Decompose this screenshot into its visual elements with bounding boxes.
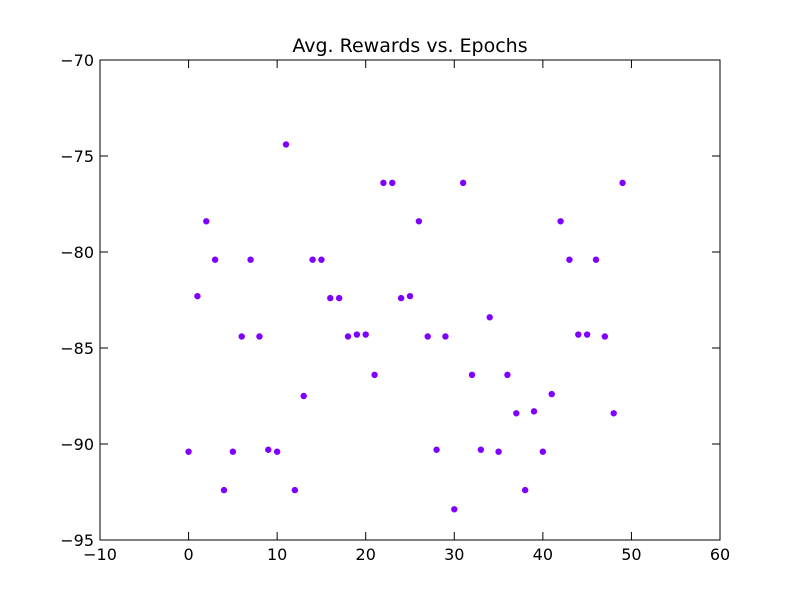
data-point <box>504 371 511 379</box>
x-tick-label: 10 <box>267 545 287 564</box>
data-point <box>495 448 502 455</box>
data-point <box>327 294 334 302</box>
data-point <box>309 256 316 263</box>
data-point <box>371 371 378 379</box>
y-tick-label: −95 <box>60 531 94 550</box>
data-point <box>238 333 245 340</box>
data-point <box>265 446 272 453</box>
data-point <box>282 141 290 148</box>
data-point <box>273 448 281 455</box>
data-point <box>442 333 449 340</box>
data-point <box>610 410 617 417</box>
data-point <box>300 392 307 400</box>
data-points <box>185 141 626 513</box>
data-point <box>459 179 467 187</box>
data-point <box>247 256 254 263</box>
data-point <box>389 179 396 187</box>
data-point <box>619 179 626 187</box>
data-point <box>486 314 493 321</box>
data-point <box>335 294 343 302</box>
data-point <box>583 331 591 338</box>
data-point <box>477 446 485 453</box>
data-point <box>424 333 431 340</box>
chart-title: Avg. Rewards vs. Epochs <box>292 35 527 57</box>
x-tick-label: 60 <box>710 545 730 564</box>
x-tick-label: 0 <box>183 545 193 564</box>
y-axis: −95 −90 −85 −80 −75 −70 <box>60 51 720 550</box>
y-tick-label: −75 <box>60 147 94 166</box>
data-point <box>406 292 414 300</box>
data-point <box>203 218 210 225</box>
data-point <box>601 333 609 340</box>
data-point <box>229 448 237 455</box>
data-point <box>291 486 299 494</box>
data-point <box>344 333 352 340</box>
data-point <box>539 448 547 455</box>
y-tick-label: −85 <box>60 339 94 358</box>
data-point <box>530 408 538 415</box>
data-point <box>256 333 263 340</box>
data-point <box>318 256 325 263</box>
data-point <box>194 292 201 300</box>
data-point <box>468 371 476 379</box>
data-point <box>548 390 555 398</box>
x-axis: −10 0 10 20 30 40 50 60 <box>83 60 730 564</box>
x-tick-label: 20 <box>356 545 376 564</box>
x-tick-label: 40 <box>533 545 553 564</box>
x-tick-label: 30 <box>444 545 464 564</box>
data-point <box>415 218 423 225</box>
data-point <box>521 486 529 494</box>
data-point <box>566 256 573 263</box>
x-tick-label: 50 <box>621 545 641 564</box>
data-point <box>380 179 387 187</box>
y-tick-label: −70 <box>60 51 94 70</box>
data-point <box>220 486 228 494</box>
data-point <box>397 294 405 302</box>
data-point <box>513 410 520 417</box>
data-point <box>362 331 369 338</box>
y-tick-label: −80 <box>60 243 94 262</box>
data-point <box>433 446 440 453</box>
data-point <box>353 331 361 338</box>
data-point <box>575 331 582 338</box>
y-tick-label: −90 <box>60 435 94 454</box>
data-point <box>211 256 219 263</box>
data-point <box>451 506 458 513</box>
x-tick-label: −10 <box>83 545 117 564</box>
plot-area-frame <box>99 59 721 541</box>
data-point <box>592 256 600 263</box>
data-point <box>185 448 192 455</box>
data-point <box>557 218 564 225</box>
